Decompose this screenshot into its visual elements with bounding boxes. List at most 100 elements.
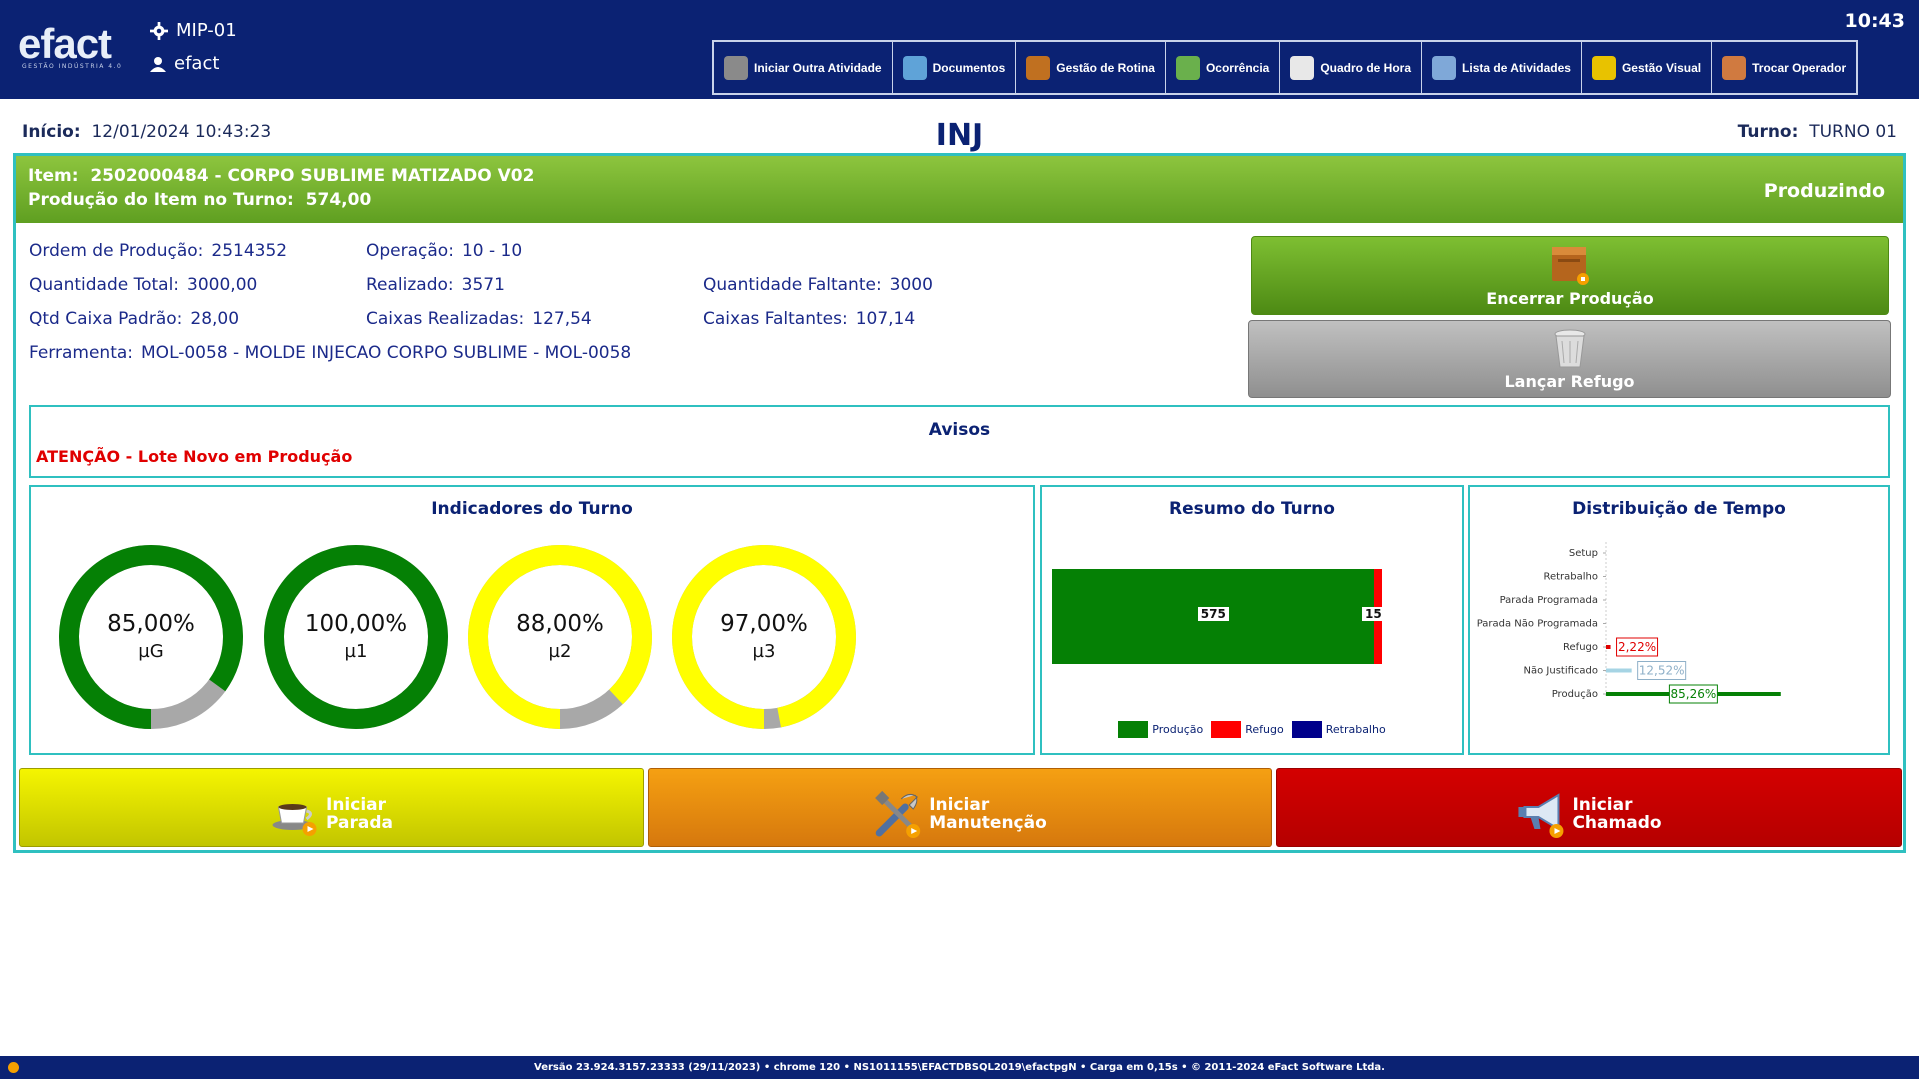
start-stop-label-2: Parada [326, 813, 393, 833]
data-label-box [1668, 684, 1718, 704]
scrap-button[interactable]: Lançar Refugo [1248, 320, 1891, 398]
legend-label: Produção [1152, 723, 1204, 736]
distribution-bar [1606, 668, 1632, 673]
header-row: Início: 12/01/2024 10:43:23 INJ Turno: T… [22, 118, 1897, 153]
footer: Versão 23.924.3157.23333 (29/11/2023) • … [0, 1056, 1919, 1079]
toolbar-button-clipboard[interactable]: Lista de Atividades [1422, 42, 1582, 93]
end-production-button[interactable]: Encerrar Produção [1251, 236, 1889, 315]
toolbar-button-people[interactable]: Gestão de Rotina [1016, 42, 1166, 93]
toolbar-button-label: Trocar Operador [1752, 60, 1847, 75]
data-label: 12,52% [1639, 664, 1685, 678]
legend-item: Refugo [1211, 721, 1284, 738]
footer-text: Versão 23.924.3157.23333 (29/11/2023) • … [534, 1062, 1385, 1073]
machine-indicator[interactable]: MIP-01 [150, 20, 237, 41]
info-realizado: Realizado: 3571 [366, 275, 505, 295]
legend-swatch [1211, 721, 1242, 738]
shift-summary-title: Resumo do Turno [1169, 499, 1335, 519]
toolbar-button-label: Iniciar Outra Atividade [754, 60, 882, 75]
gauge-label: µ2 [548, 641, 572, 662]
legend-swatch [1291, 721, 1322, 738]
shift: Turno: TURNO 01 [1737, 122, 1897, 142]
bar-chart-icon [1591, 55, 1616, 80]
summary-stacked-bar: 575 15 [1052, 569, 1385, 664]
gauge-value-arc [672, 545, 856, 729]
start-stop-button[interactable]: Iniciar Parada [19, 768, 644, 847]
toolbar-button-label: Ocorrência [1205, 60, 1270, 75]
start-call-button[interactable]: Iniciar Chamado [1276, 768, 1902, 847]
info-caixas-realizadas: Caixas Realizadas: 127,54 [366, 309, 592, 329]
gauge: 100,00% µ1 [256, 537, 456, 737]
gauge-ring [264, 545, 448, 729]
legend-label: Retrabalho [1325, 723, 1386, 736]
tools-icon [875, 790, 921, 838]
notices-box: Avisos ATENÇÃO - Lote Novo em Produção [29, 405, 1890, 478]
data-label: 85,26% [1671, 687, 1717, 701]
category-label: Produção [1552, 689, 1598, 700]
gauge-value-arc [264, 545, 448, 729]
info-qtd-total: Quantidade Total: 3000,00 [29, 275, 258, 295]
category-label: Refugo [1563, 642, 1598, 653]
start-maintenance-button[interactable]: Iniciar Manutenção [648, 768, 1272, 847]
gauge-ring [672, 545, 856, 729]
info-ferramenta: Ferramenta: MOL-0058 - MOLDE INJECAO CORP… [29, 343, 632, 363]
monitor-icon [902, 55, 927, 80]
notices-title: Avisos [928, 420, 991, 440]
legend-label: Refugo [1245, 723, 1284, 736]
gauge: 88,00% µ2 [460, 537, 660, 737]
category-label: Parada Não Programada [1477, 619, 1598, 630]
toolbar-button-map[interactable]: Ocorrência [1166, 42, 1281, 93]
status-dot-icon [8, 1062, 19, 1073]
start-call-label-1: Iniciar [1572, 795, 1633, 815]
logo-subtitle: GESTÃO INDÚSTRIA 4.0 [22, 63, 123, 70]
users-icon [1722, 55, 1747, 80]
toolbar-button-label: Gestão Visual [1621, 60, 1702, 75]
people-icon [1026, 55, 1051, 80]
info-qtd-faltante: Quantidade Faltante: 3000 [703, 275, 933, 295]
user-icon [150, 56, 166, 72]
time-distribution-chart: Setup Retrabalho Parada Programada Parada N… [1477, 542, 1781, 704]
gauge-ring [59, 545, 243, 729]
gauge-value-arc [59, 545, 243, 729]
operator-name: efact [174, 53, 220, 74]
bar-segment-label: 15 [1362, 607, 1385, 621]
distribution-bar [1606, 645, 1611, 649]
toolbar-button-label: Lista de Atividades [1462, 60, 1571, 75]
item-value: 2502000484 - CORPO SUBLIME MATIZADO V02 [90, 166, 535, 186]
item-line: Item: 2502000484 - CORPO SUBLIME MATIZAD… [28, 166, 535, 186]
gauge: 97,00% µ3 [664, 537, 864, 737]
scrap-label: Lançar Refugo [1504, 372, 1635, 391]
toolbar-button-papers[interactable]: Quadro de Hora [1280, 42, 1423, 93]
megaphone-icon [1518, 793, 1564, 838]
toolbar-button-users[interactable]: Trocar Operador [1712, 42, 1856, 93]
bar-segment-label: 575 [1197, 607, 1229, 621]
clock: 10:43 [1844, 10, 1905, 32]
toolbar-button-plus[interactable]: Iniciar Outra Atividade [714, 42, 893, 93]
cell-title: INJ [935, 118, 984, 153]
category-label: Setup [1569, 548, 1598, 559]
info-caixas-faltantes: Caixas Faltantes: 107,14 [703, 309, 916, 329]
gauge: 85,00% µG [51, 537, 251, 737]
toolbar-button-monitor[interactable]: Documentos [893, 42, 1017, 93]
shift-indicators: Indicadores do Turno 85,00% µG 100,00% µ1 88… [29, 485, 1035, 755]
info-caixa-padrao: Qtd Caixa Padrão: 28,00 [29, 309, 240, 329]
papers-icon [1290, 55, 1315, 80]
gauge-value: 100,00% [304, 611, 408, 637]
gauge-label: µG [138, 641, 164, 662]
gauge-label: µ3 [752, 641, 776, 662]
item-production-value: 574,00 [305, 190, 372, 210]
start-stop-label-1: Iniciar [326, 795, 387, 815]
gauge-value: 88,00% [516, 611, 604, 637]
item-production-line: Produção do Item no Turno: 574,00 [28, 190, 372, 210]
shift-indicators-title: Indicadores do Turno [431, 499, 633, 519]
toolbar-button-label: Documentos [932, 60, 1006, 75]
gauge-value: 97,00% [720, 611, 808, 637]
operator-indicator[interactable]: efact [150, 53, 219, 74]
info-operacao: Operação: 10 - 10 [366, 241, 523, 261]
toolbar-button-bar-chart[interactable]: Gestão Visual [1582, 42, 1713, 93]
status-badge: Produzindo [1763, 180, 1885, 202]
coffee-cup-icon [272, 804, 317, 836]
data-label-box [1616, 637, 1659, 657]
toolbar-button-label: Gestão de Rotina [1056, 60, 1155, 75]
info-ordem: Ordem de Produção: 2514352 [29, 241, 288, 261]
time-distribution: Distribuição de Tempo Setup Retrabalho Par… [1468, 485, 1890, 755]
